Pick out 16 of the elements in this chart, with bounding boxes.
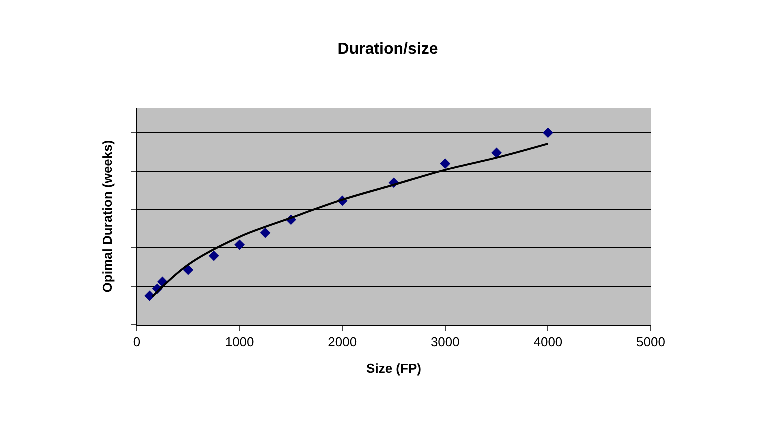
x-tick-label: 4000 [534,334,563,350]
point [543,128,554,138]
chart-title: Duration/size [338,41,438,58]
x-axis-title: Size (FP) [366,361,422,376]
x-tick-label: 0 [133,334,141,350]
point [492,148,502,158]
point [208,250,220,262]
x-tick-label: 1000 [225,334,254,350]
x-tick-label: 2000 [328,334,358,350]
point [260,228,271,238]
x-tick-label: 5000 [636,334,666,350]
y-axis-title: Opimal Duration (weeks) [100,140,115,293]
point [183,264,194,276]
x-tick-label: 3000 [430,334,460,350]
point [440,158,451,170]
point [234,240,245,250]
